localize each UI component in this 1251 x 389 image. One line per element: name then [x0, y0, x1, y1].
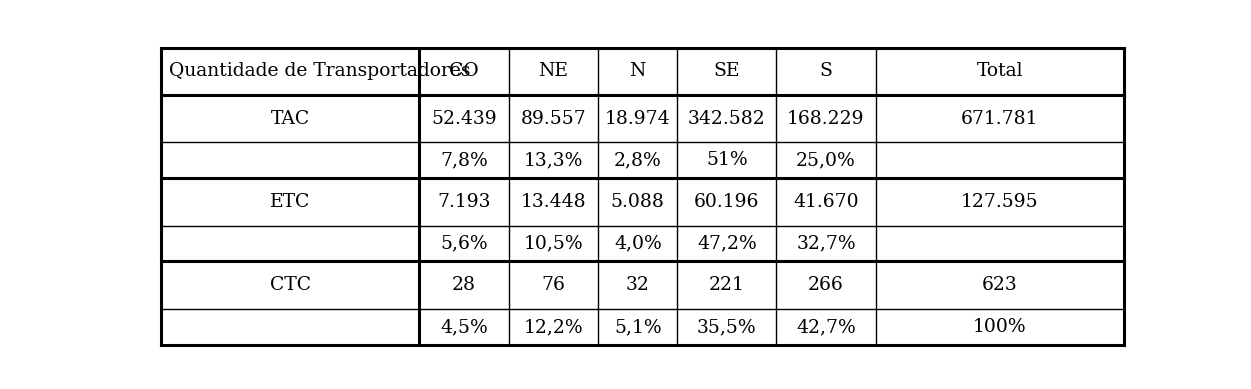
Text: Quantidade de Transportadores: Quantidade de Transportadores: [169, 62, 470, 81]
Text: 5.088: 5.088: [610, 193, 664, 211]
Text: 4,0%: 4,0%: [614, 235, 662, 252]
Text: SE: SE: [713, 62, 741, 81]
Text: 2,8%: 2,8%: [614, 151, 662, 169]
Text: 60.196: 60.196: [694, 193, 759, 211]
Text: 52.439: 52.439: [432, 110, 497, 128]
Text: 42,7%: 42,7%: [796, 318, 856, 336]
Text: 51%: 51%: [706, 151, 748, 169]
Text: 623: 623: [982, 276, 1017, 294]
Text: 13,3%: 13,3%: [524, 151, 583, 169]
Text: 266: 266: [808, 276, 844, 294]
Text: 342.582: 342.582: [688, 110, 766, 128]
Text: 32: 32: [626, 276, 649, 294]
Text: 10,5%: 10,5%: [524, 235, 583, 252]
Text: Total: Total: [977, 62, 1023, 81]
Text: 5,1%: 5,1%: [614, 318, 662, 336]
Text: 127.595: 127.595: [961, 193, 1038, 211]
Text: 7.193: 7.193: [438, 193, 490, 211]
Text: 18.974: 18.974: [605, 110, 671, 128]
Text: N: N: [629, 62, 646, 81]
Text: 28: 28: [452, 276, 475, 294]
Text: 12,2%: 12,2%: [524, 318, 583, 336]
Text: 35,5%: 35,5%: [697, 318, 757, 336]
Text: S: S: [819, 62, 832, 81]
Text: NE: NE: [538, 62, 568, 81]
Text: 221: 221: [709, 276, 744, 294]
Text: 41.670: 41.670: [793, 193, 858, 211]
Text: 7,8%: 7,8%: [440, 151, 488, 169]
Text: 25,0%: 25,0%: [796, 151, 856, 169]
Text: 100%: 100%: [973, 318, 1027, 336]
Text: 32,7%: 32,7%: [796, 235, 856, 252]
Text: 89.557: 89.557: [520, 110, 587, 128]
Text: CO: CO: [449, 62, 479, 81]
Text: 13.448: 13.448: [520, 193, 587, 211]
Text: ETC: ETC: [270, 193, 310, 211]
Text: 4,5%: 4,5%: [440, 318, 488, 336]
Text: 168.229: 168.229: [787, 110, 864, 128]
Text: 47,2%: 47,2%: [697, 235, 757, 252]
Text: 671.781: 671.781: [961, 110, 1038, 128]
Text: TAC: TAC: [270, 110, 310, 128]
Text: 76: 76: [542, 276, 565, 294]
Text: CTC: CTC: [270, 276, 310, 294]
Text: 5,6%: 5,6%: [440, 235, 488, 252]
